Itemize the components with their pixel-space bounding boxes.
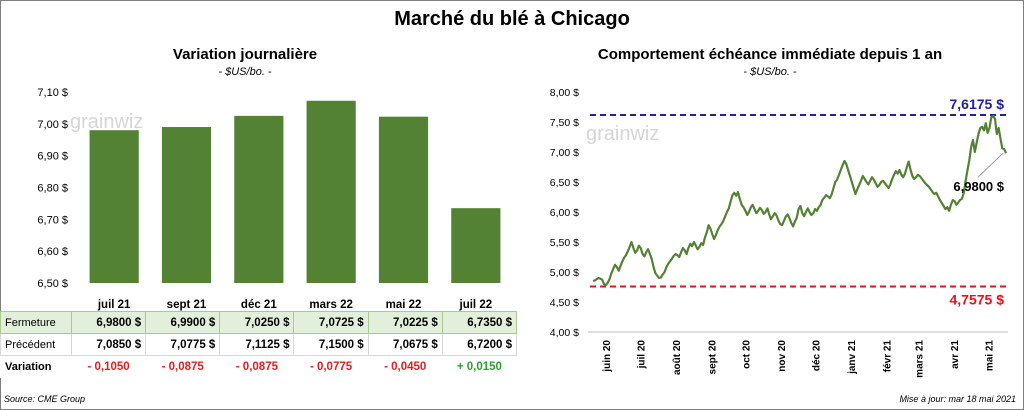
bar-chart: 6,50 $ 6,60 $ 6,70 $ 6,80 $ 6,90 $ 7,00 $ 7,10… [37,87,501,311]
x-tick-label: sept 20 [707,340,718,375]
table-cell: 6,7350 $ [441,311,518,334]
line-x-axis-ticks: juin 20 juil 20 août 20 sept 20 oct 20 nov 20… [602,340,995,378]
table-cell: - 0,1050 [70,355,147,378]
x-tick-label: août 20 [672,340,683,375]
line-y-axis-ticks: 4,00 $ 4,50 $ 5,00 $ 5,50 $ 6,00 $ 6,50 $ 7,00… [550,87,1008,339]
x-tick-label: déc 20 [812,340,823,372]
price-table: Fermeture 6,9800 $ 6,9900 $ 7,0250 $ 7,0… [0,311,518,378]
bar-series [89,100,501,283]
y-tick-label: 4,00 $ [550,327,579,339]
update-note: Mise à jour: mar 18 mai 2021 [899,394,1016,404]
bar-y-axis-ticks: 6,50 $ 6,60 $ 6,70 $ 6,80 $ 6,90 $ 7,00 $ 7,10… [37,87,68,290]
y-tick-label: 7,50 $ [550,117,579,129]
table-cell: + 0,0150 [441,355,518,378]
table-cell: - 0,0775 [293,355,369,378]
x-tick-label: mars 22 [309,299,352,311]
x-tick-label: sept 21 [167,299,207,311]
table-cell: 7,1125 $ [219,333,295,356]
y-tick-label: 8,00 $ [550,87,579,99]
high-value-label: 7,6175 $ [950,96,1005,112]
table-cell: 7,0850 $ [70,333,147,356]
y-tick-label: 5,50 $ [550,237,579,249]
table-row-previous: Précédent 7,0850 $ 7,0775 $ 7,1125 $ 7,1… [0,333,518,356]
page-title: Marché du blé à Chicago [394,8,630,30]
y-tick-label: 4,50 $ [550,297,579,309]
x-tick-label: mai 22 [386,299,422,311]
bar [306,100,356,283]
x-tick-label: févr 21 [883,340,894,373]
x-tick-label: juin 20 [602,340,613,373]
line-chart: 4,00 $ 4,50 $ 5,00 $ 5,50 $ 6,00 $ 6,50 $ 7,00… [550,87,1008,378]
y-tick-label: 7,10 $ [37,87,68,99]
table-cell: 7,0675 $ [367,333,443,356]
table-cell: 7,0775 $ [145,333,221,356]
x-tick-label: nov 20 [777,340,788,372]
table-cell: - 0,0450 [367,355,443,378]
row-label-previous: Précédent [0,333,72,356]
y-tick-label: 6,90 $ [37,151,68,163]
table-cell: - 0,0875 [219,355,295,378]
y-tick-label: 6,80 $ [37,183,68,195]
line-chart-unit: - $US/bo. - [743,66,797,78]
x-tick-label: juil 21 [97,299,131,311]
table-cell: 7,0225 $ [367,311,443,334]
y-tick-label: 6,00 $ [550,207,579,219]
table-cell: 6,9800 $ [70,311,147,334]
bar-chart-unit: - $US/bo. - [218,66,272,78]
x-tick-label: janv 21 [847,340,858,375]
bar [451,208,501,283]
table-row-close: Fermeture 6,9800 $ 6,9900 $ 7,0250 $ 7,0… [0,311,518,334]
source-note: Source: CME Group [4,394,86,404]
x-tick-label: juil 20 [636,340,647,370]
bar [89,130,139,283]
low-value-label: 4,7575 $ [950,292,1005,308]
x-tick-label: mars 21 [915,340,926,378]
table-cell: 7,0725 $ [293,311,369,334]
line-chart-title: Comportement échéance immédiate depuis 1… [597,46,943,63]
y-tick-label: 7,00 $ [37,119,68,131]
bar [378,116,429,283]
table-cell: - 0,0875 [145,355,221,378]
y-tick-label: 5,00 $ [550,267,579,279]
table-cell: 6,9900 $ [145,311,221,334]
watermark-logo: grainwiz [70,111,143,133]
x-tick-label: avr 21 [950,340,961,369]
bar-x-axis-ticks: juil 21 sept 21 déc 21 mars 22 mai 22 juil 22 [97,299,492,311]
bar [161,127,212,283]
y-tick-label: 7,00 $ [550,147,579,159]
y-tick-label: 6,50 $ [550,177,579,189]
watermark-logo: grainwiz [586,123,659,145]
x-tick-label: juil 22 [459,299,493,311]
table-cell: 6,7200 $ [441,333,518,356]
table-cell: 7,1500 $ [293,333,369,356]
x-tick-label: déc 21 [241,299,277,311]
x-tick-label: oct 20 [742,340,753,369]
table-cell: 7,0250 $ [219,311,295,334]
bar-chart-title: Variation journalière [172,46,318,63]
bar [234,115,284,283]
y-tick-label: 6,70 $ [37,214,68,226]
x-tick-label: mai 21 [985,340,996,372]
row-label-variation: Variation [0,355,72,378]
last-value-label: 6,9800 $ [953,179,1004,194]
table-row-variation: Variation - 0,1050 - 0,0875 - 0,0875 - 0… [0,355,518,378]
last-value-leader [977,152,1004,178]
y-tick-label: 6,60 $ [37,246,68,258]
y-tick-label: 6,50 $ [37,278,68,290]
row-label-close: Fermeture [0,311,72,334]
price-line-series [592,114,1008,287]
